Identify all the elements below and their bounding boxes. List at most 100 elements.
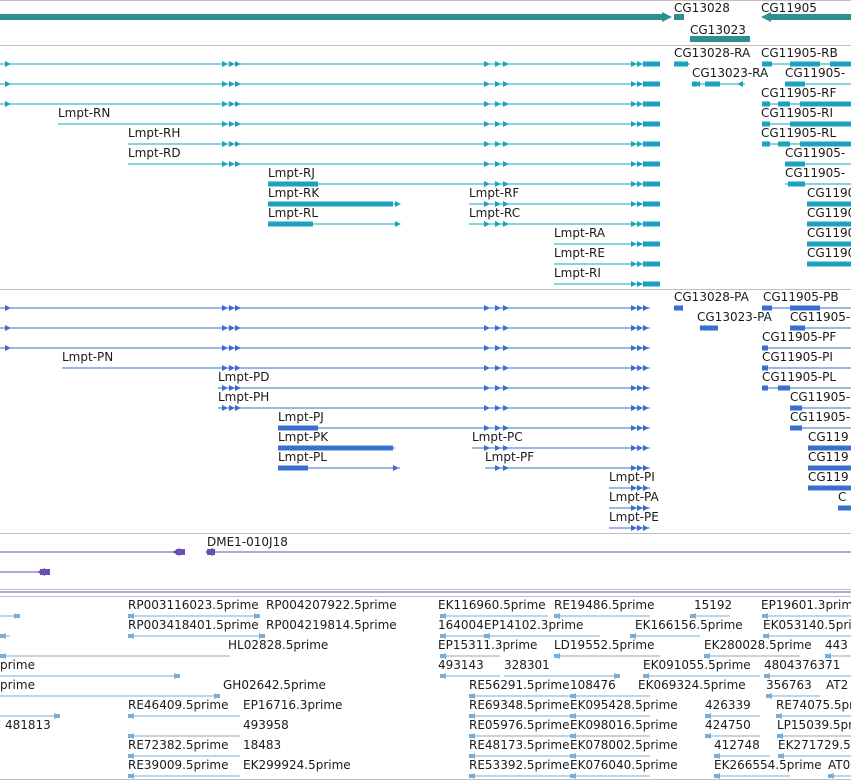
transcript-label[interactable]: CG1190 xyxy=(807,246,851,260)
protein-label[interactable]: CG13023-PA xyxy=(697,310,772,324)
gene-label[interactable]: CG13028 xyxy=(674,1,730,15)
protein-label[interactable]: Lmpt-PE xyxy=(609,510,659,524)
gene-label[interactable]: CG13023 xyxy=(690,23,746,37)
transcript-label[interactable]: CG11905- xyxy=(785,166,846,180)
transcript-label[interactable]: Lmpt-RE xyxy=(554,246,605,260)
est-label[interactable]: RE74075.5prime xyxy=(776,698,851,712)
transcript-label[interactable]: CG11905-RB xyxy=(761,46,838,60)
transcript-label[interactable]: Lmpt-RK xyxy=(268,186,320,200)
est-label[interactable]: EK271729.5prime xyxy=(778,738,851,752)
protein-label[interactable]: Lmpt-PI xyxy=(609,470,655,484)
protein-label[interactable]: Lmpt-PL xyxy=(278,450,327,464)
est-label[interactable]: prime xyxy=(0,658,35,672)
gene-label[interactable]: CG11905 xyxy=(761,1,817,15)
transcript-label[interactable]: Lmpt-RL xyxy=(268,206,319,220)
est-label[interactable]: EK166156.5prime xyxy=(635,618,743,632)
est-label[interactable]: RE48173.5prime xyxy=(469,738,570,752)
est-label[interactable]: prime xyxy=(0,678,35,692)
est-label[interactable]: AT2 xyxy=(826,678,849,692)
est-label[interactable]: RP004207922.5prime xyxy=(266,598,397,612)
est-label[interactable]: EP19601.3prime xyxy=(761,598,851,612)
est-label[interactable]: RE56291.5prime xyxy=(469,678,570,692)
est-label[interactable]: EK091055.5prime xyxy=(643,658,751,672)
protein-label[interactable]: CG13028-PA xyxy=(674,290,749,304)
est-label[interactable]: EK280028.5prime xyxy=(704,638,812,652)
protein-label[interactable]: CG11905-PF xyxy=(762,330,837,344)
est-label[interactable]: LP15039.5prime xyxy=(777,718,851,732)
est-label[interactable]: EK299924.5prime xyxy=(243,758,351,772)
est-label[interactable]: 481813 xyxy=(5,718,51,732)
transcript-label[interactable]: Lmpt-RJ xyxy=(268,166,315,180)
est-label[interactable]: LD19552.5prime xyxy=(554,638,655,652)
protein-label[interactable]: CG119 xyxy=(808,430,849,444)
est-label[interactable]: RE53392.5prime xyxy=(469,758,570,772)
protein-label[interactable]: Lmpt-PA xyxy=(609,490,659,504)
est-label[interactable]: 18483 xyxy=(243,738,282,752)
protein-label[interactable]: Lmpt-PK xyxy=(278,430,329,444)
transcript-label[interactable]: CG1190 xyxy=(807,226,851,240)
transcript-label[interactable]: CG11905- xyxy=(785,66,846,80)
protein-label[interactable]: CG11905- xyxy=(790,310,851,324)
est-label[interactable]: EK116960.5prime xyxy=(438,598,546,612)
est-label[interactable]: EK095428.5prime xyxy=(570,698,678,712)
est-label[interactable]: 493143 xyxy=(438,658,484,672)
protein-label[interactable]: Lmpt-PD xyxy=(218,370,270,384)
protein-label[interactable]: CG11905- xyxy=(790,410,851,424)
est-label[interactable]: RE46409.5prime xyxy=(128,698,229,712)
est-label[interactable]: 15192 xyxy=(694,598,733,612)
protein-label[interactable]: Lmpt-PH xyxy=(218,390,270,404)
transcript-label[interactable]: Lmpt-RN xyxy=(58,106,111,120)
est-label[interactable]: RP003418401.5prime xyxy=(128,618,259,632)
transcript-label[interactable]: CG11905-RL xyxy=(761,126,837,140)
transcript-label[interactable]: CG1190 xyxy=(807,206,851,220)
transcript-label[interactable]: Lmpt-RA xyxy=(554,226,606,240)
transcript-label[interactable]: Lmpt-RD xyxy=(128,146,181,160)
est-label[interactable]: RP003116023.5prime xyxy=(128,598,259,612)
transcript-label[interactable]: CG1190 xyxy=(807,186,851,200)
protein-label[interactable]: C xyxy=(838,490,847,504)
protein-label[interactable]: Lmpt-PC xyxy=(472,430,523,444)
est-label[interactable]: EK078002.5prime xyxy=(570,738,678,752)
est-label[interactable]: RP004219814.5prime xyxy=(266,618,397,632)
transcript-label[interactable]: Lmpt-RF xyxy=(469,186,520,200)
est-label[interactable]: RE69348.5prime xyxy=(469,698,570,712)
est-label[interactable]: 108476 xyxy=(570,678,616,692)
transcript-label[interactable]: CG13028-RA xyxy=(674,46,751,60)
est-label[interactable]: EK076040.5prime xyxy=(570,758,678,772)
est-label[interactable]: 4804376371 xyxy=(764,658,841,672)
est-label[interactable]: EK098016.5prime xyxy=(570,718,678,732)
protein-label[interactable]: CG11905-PL xyxy=(762,370,837,384)
transcript-label[interactable]: CG13023-RA xyxy=(692,66,769,80)
est-label[interactable]: RE39009.5prime xyxy=(128,758,229,772)
est-label[interactable]: EP16716.3prime xyxy=(243,698,343,712)
protein-label[interactable]: Lmpt-PN xyxy=(62,350,114,364)
est-label[interactable]: 356763 xyxy=(766,678,812,692)
est-label[interactable]: AT0 xyxy=(828,758,851,772)
transcript-label[interactable]: CG11905-RI xyxy=(761,106,834,120)
est-label[interactable]: EP14102.3prime xyxy=(484,618,584,632)
protein-label[interactable]: CG11905-PI xyxy=(762,350,833,364)
est-label[interactable]: RE19486.5prime xyxy=(554,598,655,612)
est-label[interactable]: GH02642.5prime xyxy=(223,678,326,692)
est-label[interactable]: EK053140.5prime xyxy=(763,618,851,632)
protein-label[interactable]: CG119 xyxy=(808,470,849,484)
est-label[interactable]: 412748 xyxy=(714,738,760,752)
est-label[interactable]: 164004 xyxy=(438,618,484,632)
est-label[interactable]: EP15311.3prime xyxy=(438,638,538,652)
transcript-label[interactable]: CG11905- xyxy=(785,146,846,160)
transcript-label[interactable]: Lmpt-RC xyxy=(469,206,521,220)
transcript-label[interactable]: Lmpt-RI xyxy=(554,266,601,280)
protein-label[interactable]: CG11905- xyxy=(790,390,851,404)
est-label[interactable]: 424750 xyxy=(705,718,751,732)
transcript-label[interactable]: Lmpt-RH xyxy=(128,126,181,140)
est-label[interactable]: RE05976.5prime xyxy=(469,718,570,732)
est-label[interactable]: EK266554.5prime xyxy=(714,758,822,772)
clone-label[interactable]: DME1-010J18 xyxy=(207,535,288,549)
est-label[interactable]: 328301 xyxy=(504,658,550,672)
est-label[interactable]: EK069324.5prime xyxy=(638,678,746,692)
protein-label[interactable]: CG119 xyxy=(808,450,849,464)
protein-label[interactable]: Lmpt-PF xyxy=(485,450,535,464)
est-label[interactable]: HL02828.5prime xyxy=(228,638,329,652)
est-label[interactable]: 426339 xyxy=(705,698,751,712)
